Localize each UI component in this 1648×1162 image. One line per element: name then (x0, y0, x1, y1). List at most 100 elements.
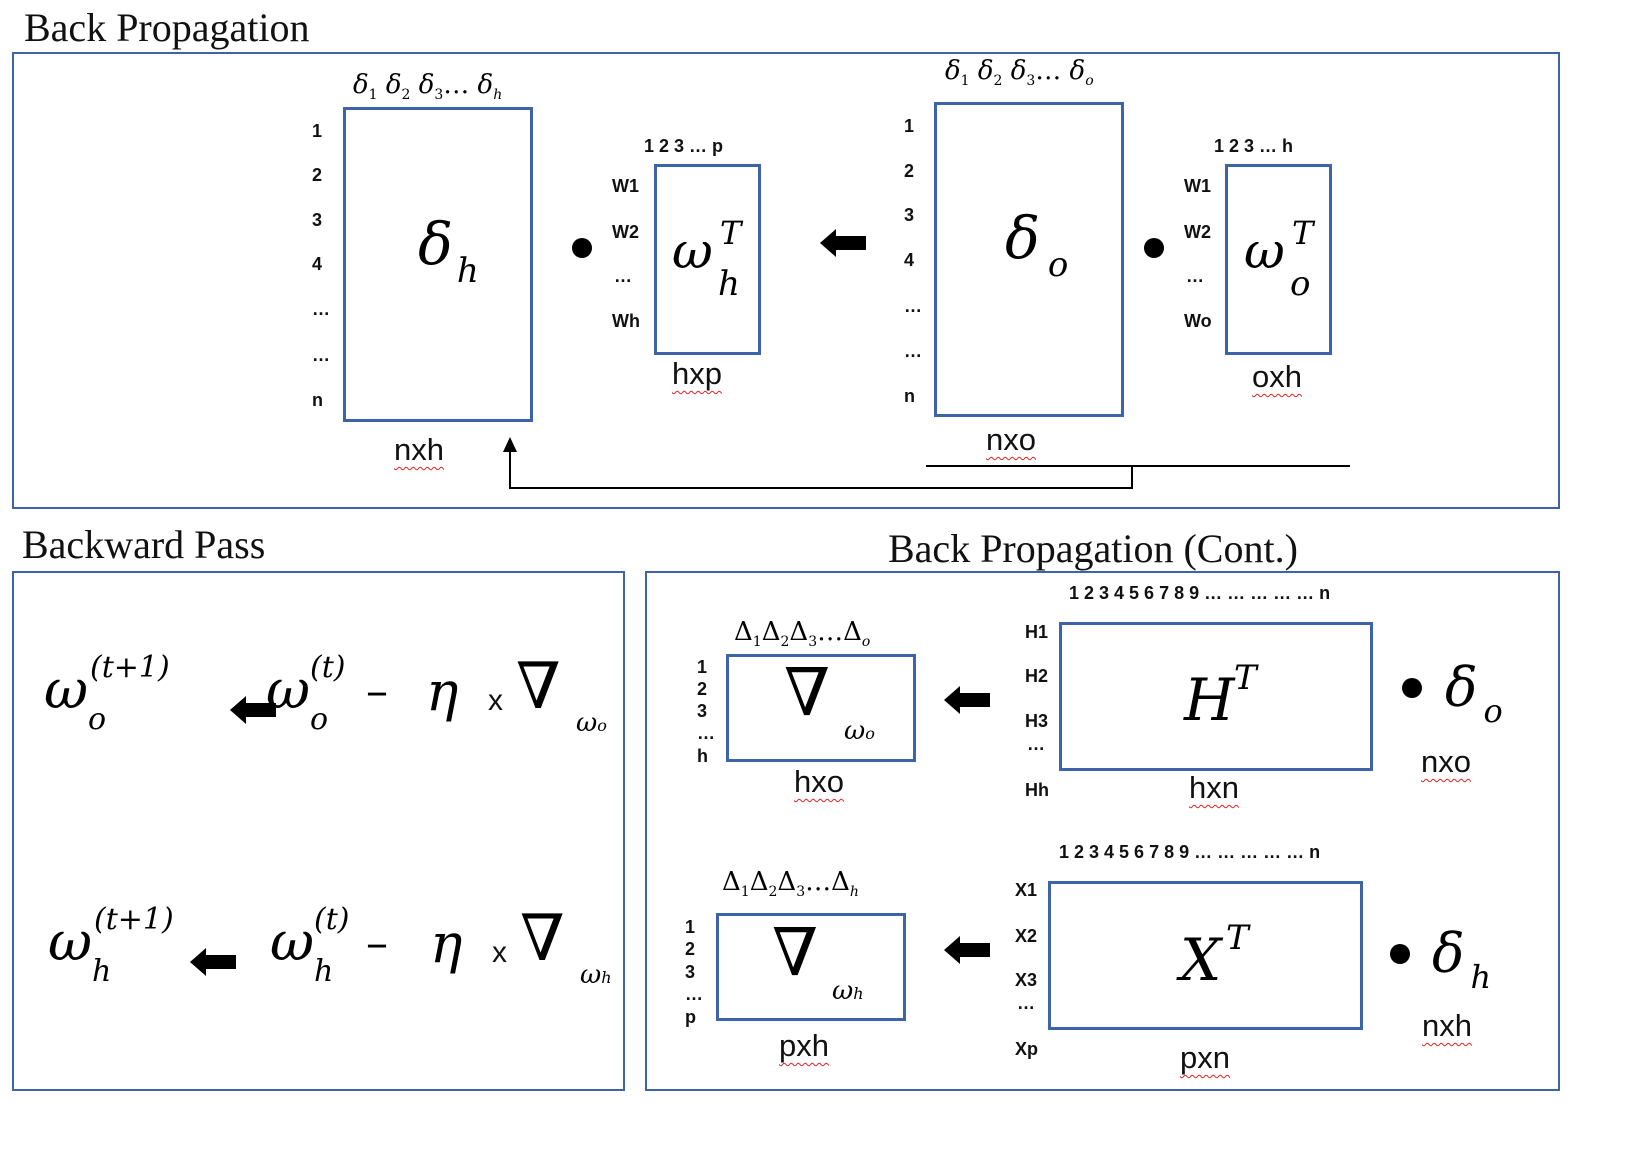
weight-update-output-equation: ω o (t+1) ω o (t) – η x ∇ ωo (44, 640, 624, 750)
wo-row-label: W2 (1184, 222, 1211, 242)
H-row-label: H3 (1025, 711, 1049, 731)
backward-pass-panel (12, 571, 625, 1091)
nabla-icon: ∇ (772, 914, 819, 991)
X-row-label: … (1017, 993, 1035, 1013)
H-row-label: Hh (1025, 780, 1049, 800)
assign-arrow-icon (230, 696, 276, 724)
eq1-rhs-sub: o (310, 702, 329, 737)
do-row-label: … (904, 296, 922, 316)
back-propagation-cont-title: Back Propagation (Cont.) (888, 526, 1298, 571)
eq2-grad-sub: ωh (580, 960, 612, 990)
grad-h-matrix (716, 913, 906, 1021)
do-row-label: 2 (904, 161, 915, 181)
eq1-grad-sub: ωo (576, 708, 607, 738)
grad-h-row-label: 3 (685, 962, 696, 982)
eq2-rhs-sup: (t) (314, 902, 350, 937)
dh-matrix (343, 107, 533, 422)
grad-o-subscript: ωo (844, 716, 875, 746)
backward-pass-title: Backward Pass (22, 522, 266, 567)
do-row-label: 3 (904, 205, 915, 225)
X-dimension: pxn (1180, 1040, 1230, 1075)
do-matrix (934, 102, 1124, 417)
grad-h-row-label: p (685, 1007, 696, 1027)
grad-o-matrix (726, 654, 916, 762)
grad-o-dimension: hxo (794, 764, 844, 799)
dh-dimension: nxh (394, 432, 444, 467)
wh-row-label: W1 (612, 176, 639, 196)
eq1-lhs-sub: o (88, 702, 107, 737)
delta-o-dimension: nxo (1421, 744, 1471, 779)
dh-row-label: … (312, 345, 330, 365)
omega-h-next: ω (48, 910, 93, 973)
eq1-times: x (488, 684, 503, 717)
back-propagation-cont-panel (645, 571, 1560, 1091)
omega-o-current: ω (266, 658, 311, 721)
grad-h-subscript: ωh (832, 976, 864, 1006)
X-row-label: X3 (1015, 970, 1038, 990)
dh-row-label: … (312, 299, 330, 319)
wo-row-label: … (1186, 266, 1204, 286)
left-arrow-icon (944, 686, 990, 714)
dot-product-icon (572, 238, 592, 258)
grad-h-dimension: pxh (779, 1028, 829, 1063)
learning-rate-eta: η (426, 660, 459, 723)
eq2-times: x (492, 936, 507, 969)
wo-col-labels: 1 2 3 … h (1214, 136, 1294, 156)
grad-o-row-label: 1 (697, 657, 708, 677)
wo-row-label: Wo (1184, 311, 1212, 331)
grad-o-row-label: … (697, 723, 715, 743)
dh-row-label: 4 (312, 254, 323, 274)
eq1-minus: – (366, 666, 388, 717)
delta-h-dimension: nxh (1422, 1008, 1472, 1043)
grad-o-row-label: 3 (697, 701, 708, 721)
H-row-label: H2 (1025, 666, 1049, 686)
dh-row-label: n (312, 390, 323, 410)
eq2-rhs-sub: h (314, 954, 334, 989)
feedback-connector (503, 437, 1350, 489)
eq2-lhs-sub: h (92, 954, 112, 989)
X-row-label: X2 (1015, 926, 1038, 946)
H-col-labels: 1 2 3 4 5 6 7 8 9 … … … … … n (1069, 583, 1331, 603)
H-transpose-matrix (1059, 622, 1373, 771)
eq2-minus: – (366, 918, 388, 969)
nabla-icon: ∇ (784, 654, 831, 731)
do-dimension: nxo (986, 422, 1036, 457)
wo-row-label: W1 (1184, 176, 1211, 196)
wh-dimension: hxp (672, 356, 722, 391)
do-matrix-header: δ1 δ2 δ3… δo (945, 56, 1094, 90)
dh-matrix-header: δ1 δ2 δ3… δh (353, 70, 503, 104)
wh-transpose-matrix (654, 164, 761, 355)
do-row-label: n (904, 386, 915, 406)
grad-o-row-label: 2 (697, 679, 708, 699)
wh-row-label: … (614, 266, 632, 286)
X-col-labels: 1 2 3 4 5 6 7 8 9 … … … … … n (1059, 842, 1321, 862)
omega-h-current: ω (270, 910, 315, 973)
grad-h-row-label: 2 (685, 939, 696, 959)
eq2-lhs-sup: (t+1) (94, 902, 174, 937)
X-transpose-matrix (1048, 881, 1363, 1030)
eq1-rhs-sup: (t) (310, 650, 346, 685)
left-arrow-icon (944, 936, 990, 964)
dh-row-label: 2 (312, 165, 323, 185)
wh-row-label: Wh (612, 311, 640, 331)
do-row-label: 1 (904, 116, 915, 136)
wh-col-labels: 1 2 3 … p (644, 136, 724, 156)
H-row-label: … (1027, 734, 1045, 754)
grad-h-row-label: 1 (685, 917, 696, 937)
learning-rate-eta: η (430, 912, 463, 975)
back-propagation-panel (12, 52, 1560, 509)
H-row-label: H1 (1025, 622, 1049, 642)
wo-transpose-matrix (1225, 164, 1332, 355)
dot-product-icon (1402, 678, 1422, 698)
grad-h-header: Δ1Δ2Δ3…Δh (722, 867, 859, 901)
X-row-label: X1 (1015, 880, 1038, 900)
back-propagation-title: Back Propagation (24, 5, 310, 50)
weight-update-hidden-equation: ω h (t+1) ω h (t) – η x ∇ ωh (48, 892, 624, 1002)
